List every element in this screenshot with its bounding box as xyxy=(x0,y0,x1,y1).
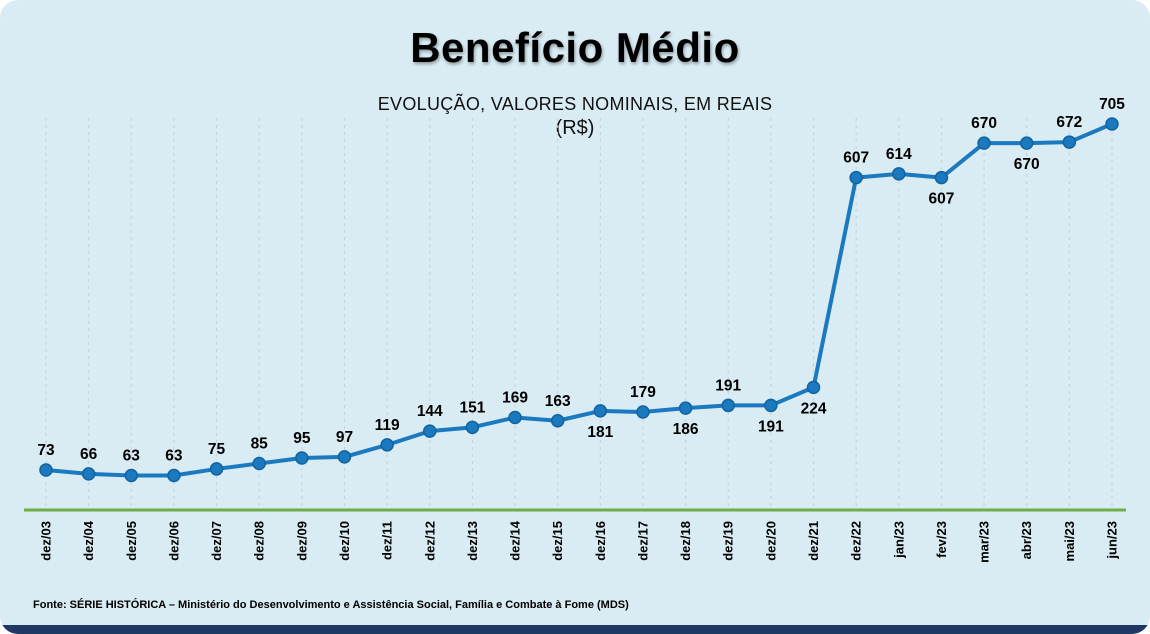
data-point xyxy=(81,467,96,481)
data-point xyxy=(337,450,352,464)
data-point xyxy=(124,468,139,483)
data-point xyxy=(764,398,778,413)
x-tick-label: dez/03 xyxy=(39,521,54,561)
data-point xyxy=(1105,117,1119,131)
source-note: Fonte: SÉRIE HISTÓRICA – Ministério do D… xyxy=(33,599,629,611)
x-tick-label: fev/23 xyxy=(934,521,949,558)
data-label: 73 xyxy=(37,442,55,459)
data-label: 181 xyxy=(587,424,613,441)
data-point xyxy=(934,170,949,185)
data-point xyxy=(465,420,480,435)
data-label: 119 xyxy=(375,417,400,434)
data-point xyxy=(423,424,437,438)
data-label: 672 xyxy=(1056,114,1082,131)
data-label: 186 xyxy=(673,421,699,438)
data-point xyxy=(380,438,394,452)
x-tick-label: dez/14 xyxy=(508,520,523,561)
x-tick-label: dez/09 xyxy=(294,521,309,561)
data-label: 179 xyxy=(630,384,656,401)
data-point xyxy=(593,404,608,418)
x-tick-label: dez/19 xyxy=(721,521,736,561)
x-tick-label: dez/11 xyxy=(380,521,395,560)
data-point xyxy=(721,398,735,413)
data-label: 670 xyxy=(971,115,997,132)
chart-subtitle: EVOLUÇÃO, VALORES NOMINAIS, EM REAIS xyxy=(377,94,773,114)
data-point xyxy=(636,405,650,419)
data-point xyxy=(892,167,906,181)
data-label: 191 xyxy=(715,377,741,394)
data-label: 151 xyxy=(459,399,485,416)
x-tick-label: dez/18 xyxy=(678,521,693,561)
data-point xyxy=(678,401,693,415)
x-tick-label: dez/08 xyxy=(252,521,267,561)
data-label: 63 xyxy=(165,448,183,465)
data-point xyxy=(849,170,863,185)
data-label: 607 xyxy=(843,150,869,167)
x-tick-label: dez/13 xyxy=(465,521,480,561)
data-point xyxy=(977,136,991,150)
data-label: 63 xyxy=(123,448,141,465)
data-label: 95 xyxy=(293,430,311,447)
series-line xyxy=(44,122,1114,478)
x-tick-label: dez/12 xyxy=(422,521,437,561)
x-tick-label: dez/06 xyxy=(166,521,181,561)
x-tick-label: dez/20 xyxy=(763,521,778,561)
data-point xyxy=(209,462,224,476)
data-label: 75 xyxy=(208,441,226,458)
chart-subtitle-currency: (R$) xyxy=(555,117,595,139)
x-tick-label: dez/10 xyxy=(337,521,352,561)
x-tick-label: abr/23 xyxy=(1019,521,1034,559)
data-label: 163 xyxy=(545,393,571,410)
data-point xyxy=(1062,135,1077,149)
x-tick-label: dez/21 xyxy=(806,521,821,561)
x-tick-label: dez/17 xyxy=(635,521,650,561)
x-tick-label: dez/07 xyxy=(209,521,224,561)
data-point xyxy=(508,410,522,425)
x-tick-label: mai/23 xyxy=(1062,521,1077,561)
data-label: 224 xyxy=(801,400,827,417)
data-point xyxy=(252,456,266,471)
data-point xyxy=(167,468,181,483)
data-label: 191 xyxy=(758,418,784,435)
x-tick-label: dez/22 xyxy=(849,521,864,561)
x-tick-label: jun/23 xyxy=(1105,521,1120,560)
data-point xyxy=(550,414,565,428)
data-label: 144 xyxy=(417,403,443,420)
data-label: 97 xyxy=(336,429,353,446)
data-point xyxy=(1019,136,1034,150)
data-label: 614 xyxy=(886,146,912,163)
data-label: 607 xyxy=(929,191,955,208)
data-point xyxy=(39,463,53,477)
data-label: 705 xyxy=(1099,96,1125,113)
x-tick-label: jan/23 xyxy=(891,521,906,559)
data-label: 66 xyxy=(80,446,98,463)
x-tick-label: mar/23 xyxy=(977,521,992,563)
x-tick-label: dez/05 xyxy=(124,521,139,561)
data-point xyxy=(806,380,821,395)
x-tick-label: dez/15 xyxy=(550,521,565,561)
x-tick-label: dez/04 xyxy=(81,520,96,561)
data-label: 85 xyxy=(251,435,269,452)
data-label: 169 xyxy=(502,389,528,406)
data-label: 670 xyxy=(1014,156,1040,173)
footer-accent-bar xyxy=(0,625,1150,634)
chart-title: Benefício Médio xyxy=(410,24,740,71)
x-tick-label: dez/16 xyxy=(593,521,608,561)
data-point xyxy=(295,451,309,465)
